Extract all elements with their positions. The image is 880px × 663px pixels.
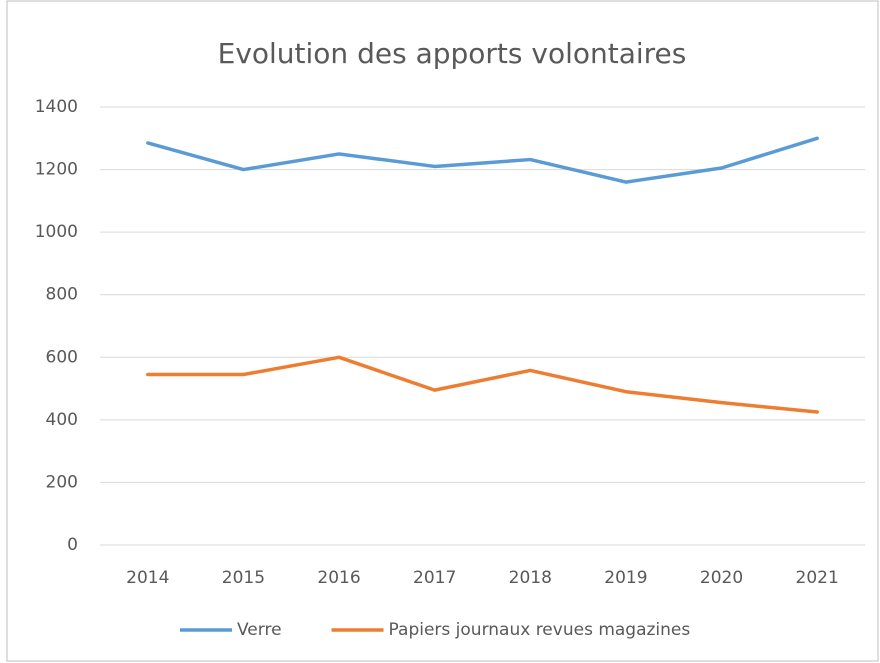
x-tick-label: 2021 [796,568,839,588]
legend-label: Papiers journaux revues magazines [389,620,691,640]
chart-title: Evolution des apports volontaires [218,37,687,70]
x-tick-label: 2016 [317,568,360,588]
x-tick-label: 2020 [700,568,743,588]
y-tick-label: 200 [46,472,78,492]
y-tick-label: 800 [46,285,78,305]
y-tick-label: 1200 [35,160,78,180]
x-tick-label: 2015 [222,568,265,588]
x-tick-label: 2018 [509,568,552,588]
x-tick-label: 2019 [604,568,647,588]
legend-label: Verre [237,620,282,640]
y-tick-label: 1400 [35,97,78,117]
chart-frame [6,0,879,662]
y-tick-label: 600 [46,347,78,367]
y-tick-label: 0 [67,535,78,555]
line-series [146,136,819,184]
line-series [146,355,819,414]
y-tick-label: 1000 [35,222,78,242]
x-tick-label: 2017 [413,568,456,588]
x-tick-label: 2014 [126,568,169,588]
y-tick-label: 400 [46,410,78,430]
